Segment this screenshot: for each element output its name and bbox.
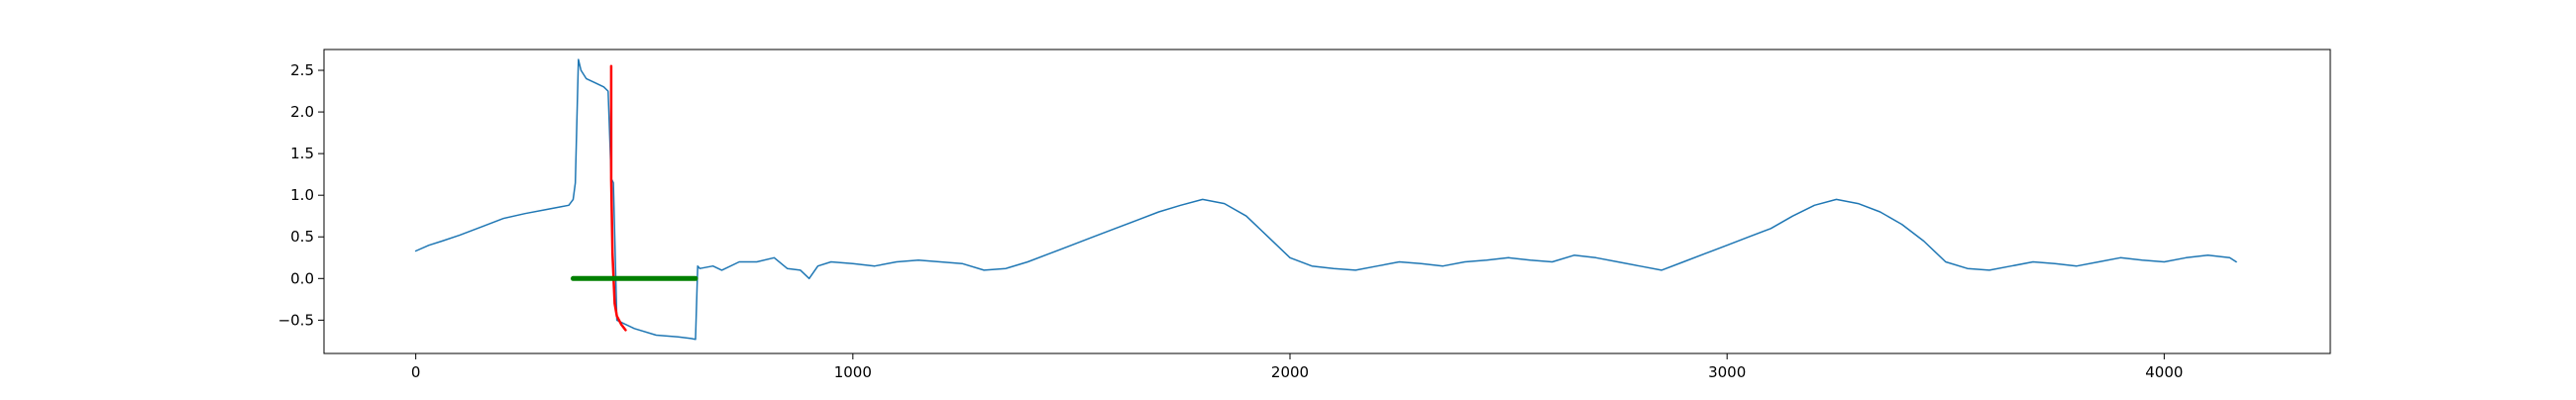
series-line-0	[414, 58, 2237, 341]
series-layer	[414, 58, 2237, 341]
x-tick-label: 0	[411, 363, 421, 381]
x-tick-label: 3000	[1708, 363, 1746, 381]
x-tick-label: 2000	[1271, 363, 1309, 381]
y-tick-label: 0.0	[290, 269, 314, 287]
y-tick-label: −0.5	[278, 311, 314, 329]
y-tick-label: 2.0	[290, 103, 314, 121]
axes-frame	[323, 49, 2331, 354]
y-tick-label: 1.5	[290, 145, 314, 162]
y-tick-label: 2.5	[290, 61, 314, 79]
x-tick-label: 4000	[2145, 363, 2183, 381]
y-tick-label: 1.0	[290, 186, 314, 204]
axes-layer: 0 1000 2000 3000 4000 −0.5 0.0 0.5 1.0 1.5 2.0 2.5	[278, 49, 2331, 381]
y-tick-label: 0.5	[290, 228, 314, 246]
x-tick-label: 1000	[834, 363, 872, 381]
series-line-1	[609, 64, 627, 332]
